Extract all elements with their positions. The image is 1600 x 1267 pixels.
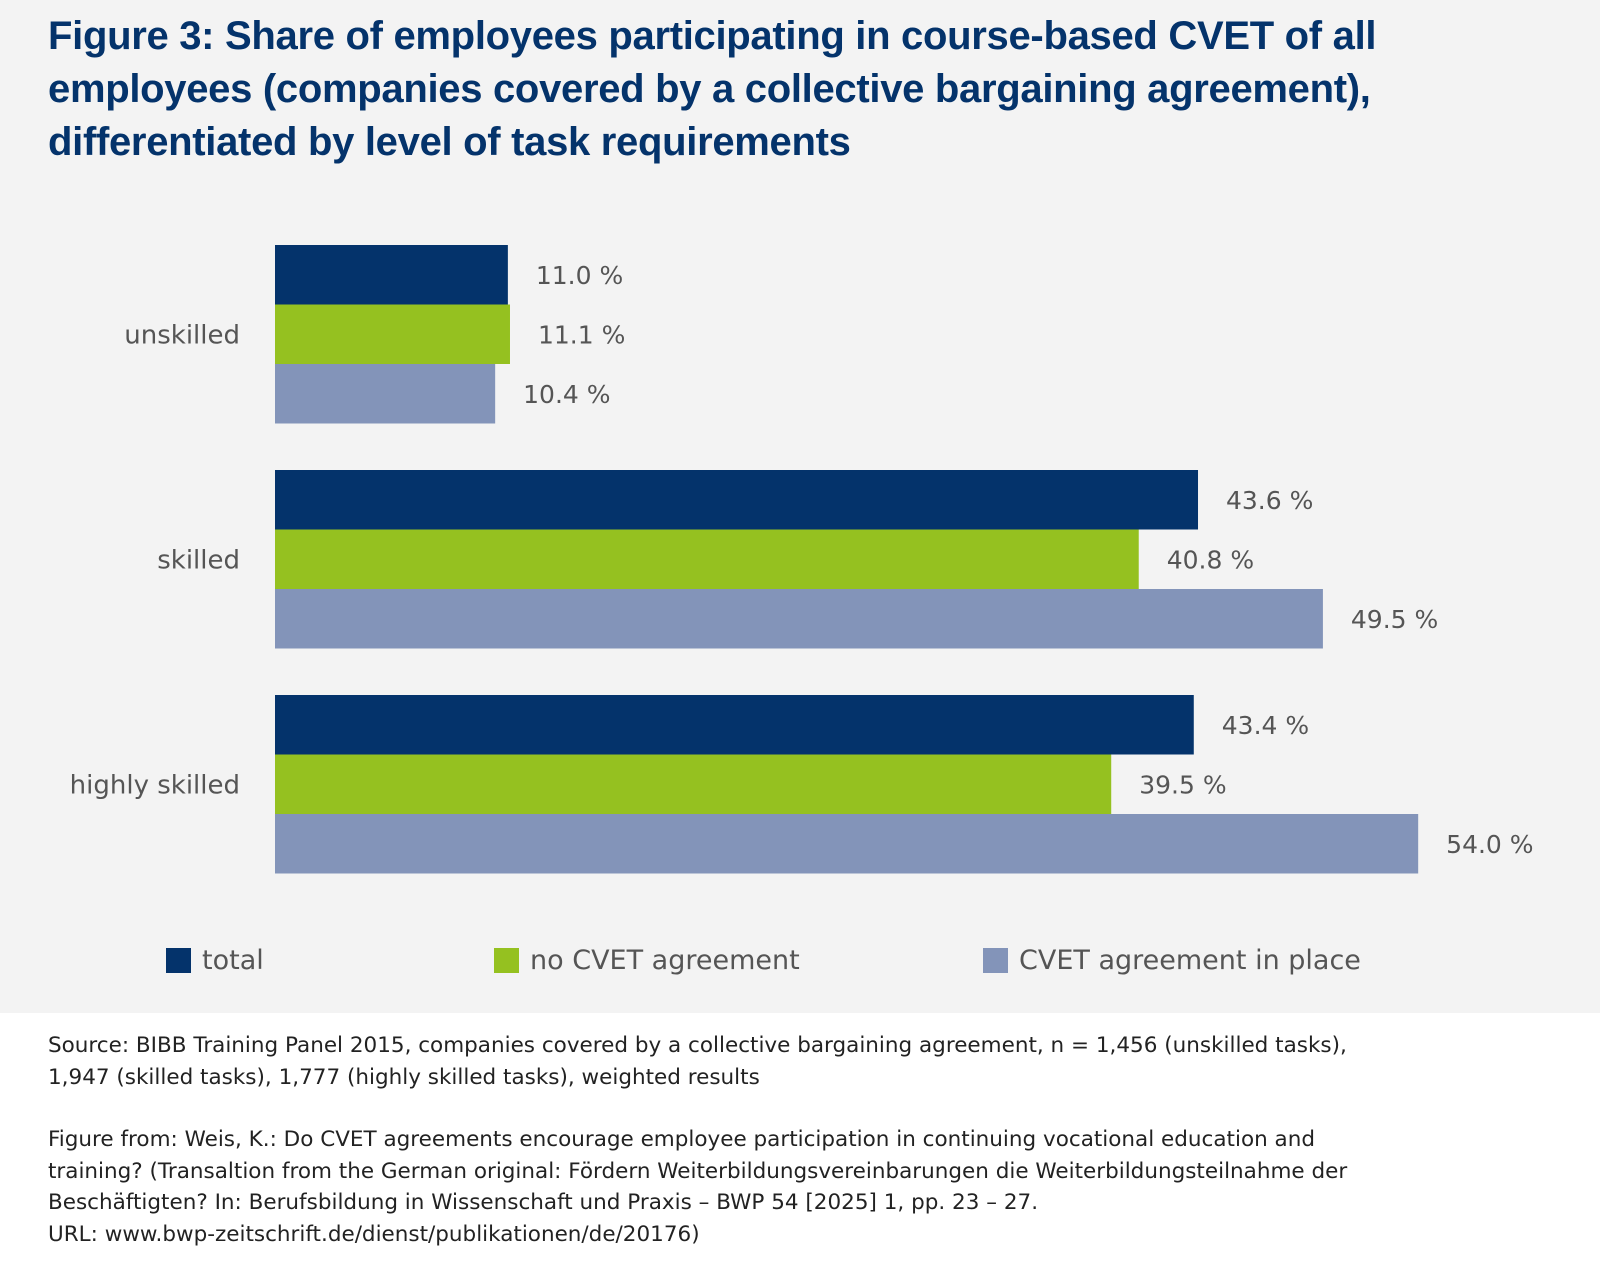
legend-swatch-total [166,948,191,973]
bar-no-cvet-agreement [275,304,510,364]
chart-legend: total no CVET agreement CVET agreement i… [0,945,1600,981]
category-label: skilled [157,545,240,575]
source-note: Source: BIBB Training Panel 2015, compan… [48,1030,1568,1093]
bar-cvet-agreement-in-place [275,589,1323,649]
title-line: differentiated by level of task requirem… [48,120,851,164]
value-label: 43.4 % [1222,711,1309,740]
value-label: 54.0 % [1446,830,1533,859]
value-label: 43.6 % [1226,486,1313,515]
category-group-highly-skilled: highly skilled 43.4 % 39.5 % 54.0 % [70,695,1534,874]
citation-line: training? (Transaltion from the German o… [48,1158,1348,1184]
legend-item-no-cvet-agreement: no CVET agreement [494,945,800,976]
legend-label: no CVET agreement [530,945,800,976]
value-label: 39.5 % [1139,770,1226,799]
value-label: 10.4 % [523,380,610,409]
source-line: Source: BIBB Training Panel 2015, compan… [48,1033,1347,1058]
citation-line: Beschäftigten? In: Berufsbildung in Wiss… [48,1190,1039,1215]
category-group-unskilled: unskilled 11.0 % 11.1 % 10.4 % [124,245,625,424]
bar-total [275,470,1199,530]
bar-cvet-agreement-in-place [275,814,1419,874]
chart-title: Figure 3: Share of employees participati… [48,10,1568,169]
legend-label: CVET agreement in place [1019,945,1361,976]
category-label: highly skilled [70,770,240,800]
bar-total [275,245,508,305]
legend-swatch-cvet-agreement-in-place [983,948,1008,973]
category-label: unskilled [124,320,240,350]
bar-total [275,695,1194,755]
source-line: 1,947 (skilled tasks), 1,777 (highly ski… [48,1064,760,1090]
value-label: 40.8 % [1167,545,1254,574]
title-line: Figure 3: Share of employees participati… [48,14,1377,58]
bar-cvet-agreement-in-place [275,364,496,424]
value-label: 11.0 % [536,261,623,290]
category-group-skilled: skilled 43.6 % 40.8 % 49.5 % [157,470,1438,649]
bar-no-cvet-agreement [275,529,1139,589]
citation-line: Figure from: Weis, K.: Do CVET agreement… [48,1127,1316,1152]
value-label: 11.1 % [538,320,625,349]
legend-swatch-no-cvet-agreement [494,948,519,973]
bar-no-cvet-agreement [275,754,1112,814]
bar-chart: unskilled 11.0 % 11.1 % 10.4 % skilled 43.6 %… [70,245,1534,874]
citation-url-line: URL: www.bwp-zeitschrift.de/dienst/publi… [48,1221,700,1247]
legend-item-cvet-agreement-in-place: CVET agreement in place [983,945,1361,976]
citation-note: Figure from: Weis, K.: Do CVET agreement… [48,1124,1568,1250]
legend-item-total: total [166,945,264,976]
legend-label: total [202,945,264,976]
value-label: 49.5 % [1351,605,1438,634]
title-line: employees (companies covered by a collec… [48,67,1371,111]
